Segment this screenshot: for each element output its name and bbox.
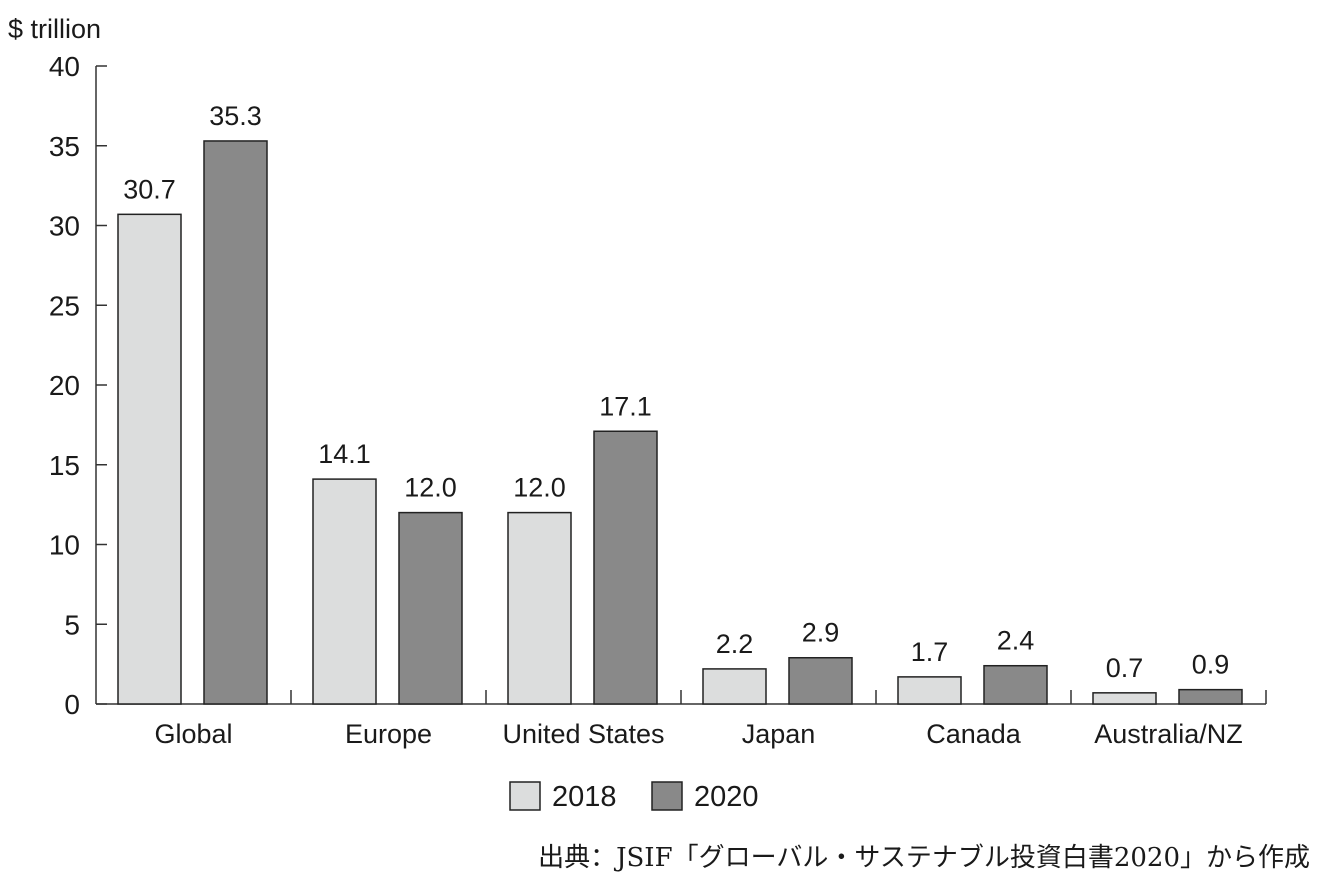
- bar-2020-japan: [788, 656, 853, 705]
- bar-2020-canada: [983, 664, 1048, 705]
- value-label: 12.0: [513, 473, 566, 503]
- value-label: 12.0: [404, 473, 457, 503]
- y-axis-ticks: 0 5 10 15 20 25 30 35 40: [49, 51, 107, 720]
- bar-2020-united-states: [593, 430, 658, 705]
- bar-2020-australia-nz: [1178, 688, 1243, 705]
- value-label: 0.7: [1106, 653, 1144, 683]
- y-tick-label: 30: [49, 211, 80, 242]
- y-tick-label: 35: [49, 131, 80, 162]
- category-label: Japan: [742, 719, 816, 749]
- value-label: 2.2: [716, 629, 754, 659]
- value-label: 17.1: [599, 391, 652, 421]
- value-label: 14.1: [318, 439, 371, 469]
- bar-2018-japan: [702, 668, 767, 705]
- axes: [95, 66, 1267, 705]
- category-label: Canada: [926, 719, 1022, 749]
- y-axis-unit-label: $ trillion: [8, 14, 101, 44]
- bar-2020-europe: [398, 511, 463, 705]
- y-tick-label: 40: [49, 51, 80, 82]
- value-label: 2.9: [802, 618, 840, 648]
- legend-label-2020: 2020: [694, 781, 759, 813]
- bar-2018-europe: [312, 478, 377, 705]
- legend-swatch-2018: [509, 781, 541, 811]
- y-tick-label: 10: [49, 530, 80, 561]
- category-label: Europe: [345, 719, 432, 749]
- y-tick-label: 25: [49, 290, 80, 321]
- y-tick-label: 5: [64, 609, 80, 640]
- legend-swatch-2020: [651, 781, 683, 811]
- category-label: Australia/NZ: [1094, 719, 1243, 749]
- value-label: 35.3: [209, 101, 262, 131]
- value-label: 0.9: [1192, 650, 1230, 680]
- value-label: 30.7: [123, 174, 176, 204]
- y-tick-label: 20: [49, 370, 80, 401]
- y-tick-label: 15: [49, 450, 80, 481]
- bar-2018-global: [117, 213, 182, 705]
- bar-2018-united-states: [507, 511, 572, 705]
- bars: [117, 140, 1243, 705]
- source-note: 出典：JSIF「グローバル・サステナブル投資白書2020」から作成: [538, 843, 1310, 873]
- y-tick-label: 0: [64, 689, 80, 720]
- value-labels: 30.7 35.3 14.1 12.0 12.0 17.1 2.2 2.9 1.7 2.4 0.7 0…: [123, 101, 1229, 683]
- value-label: 2.4: [997, 626, 1035, 656]
- bar-2020-global: [203, 140, 268, 705]
- value-label: 1.7: [911, 637, 949, 667]
- category-label: Global: [154, 719, 232, 749]
- category-labels: Global Europe United States Japan Canada Aust…: [154, 719, 1242, 749]
- category-label: United States: [502, 719, 664, 749]
- bar-2018-australia-nz: [1092, 692, 1157, 705]
- legend: 2018 2020: [509, 781, 759, 813]
- bar-2018-canada: [897, 676, 962, 705]
- legend-label-2018: 2018: [552, 781, 617, 813]
